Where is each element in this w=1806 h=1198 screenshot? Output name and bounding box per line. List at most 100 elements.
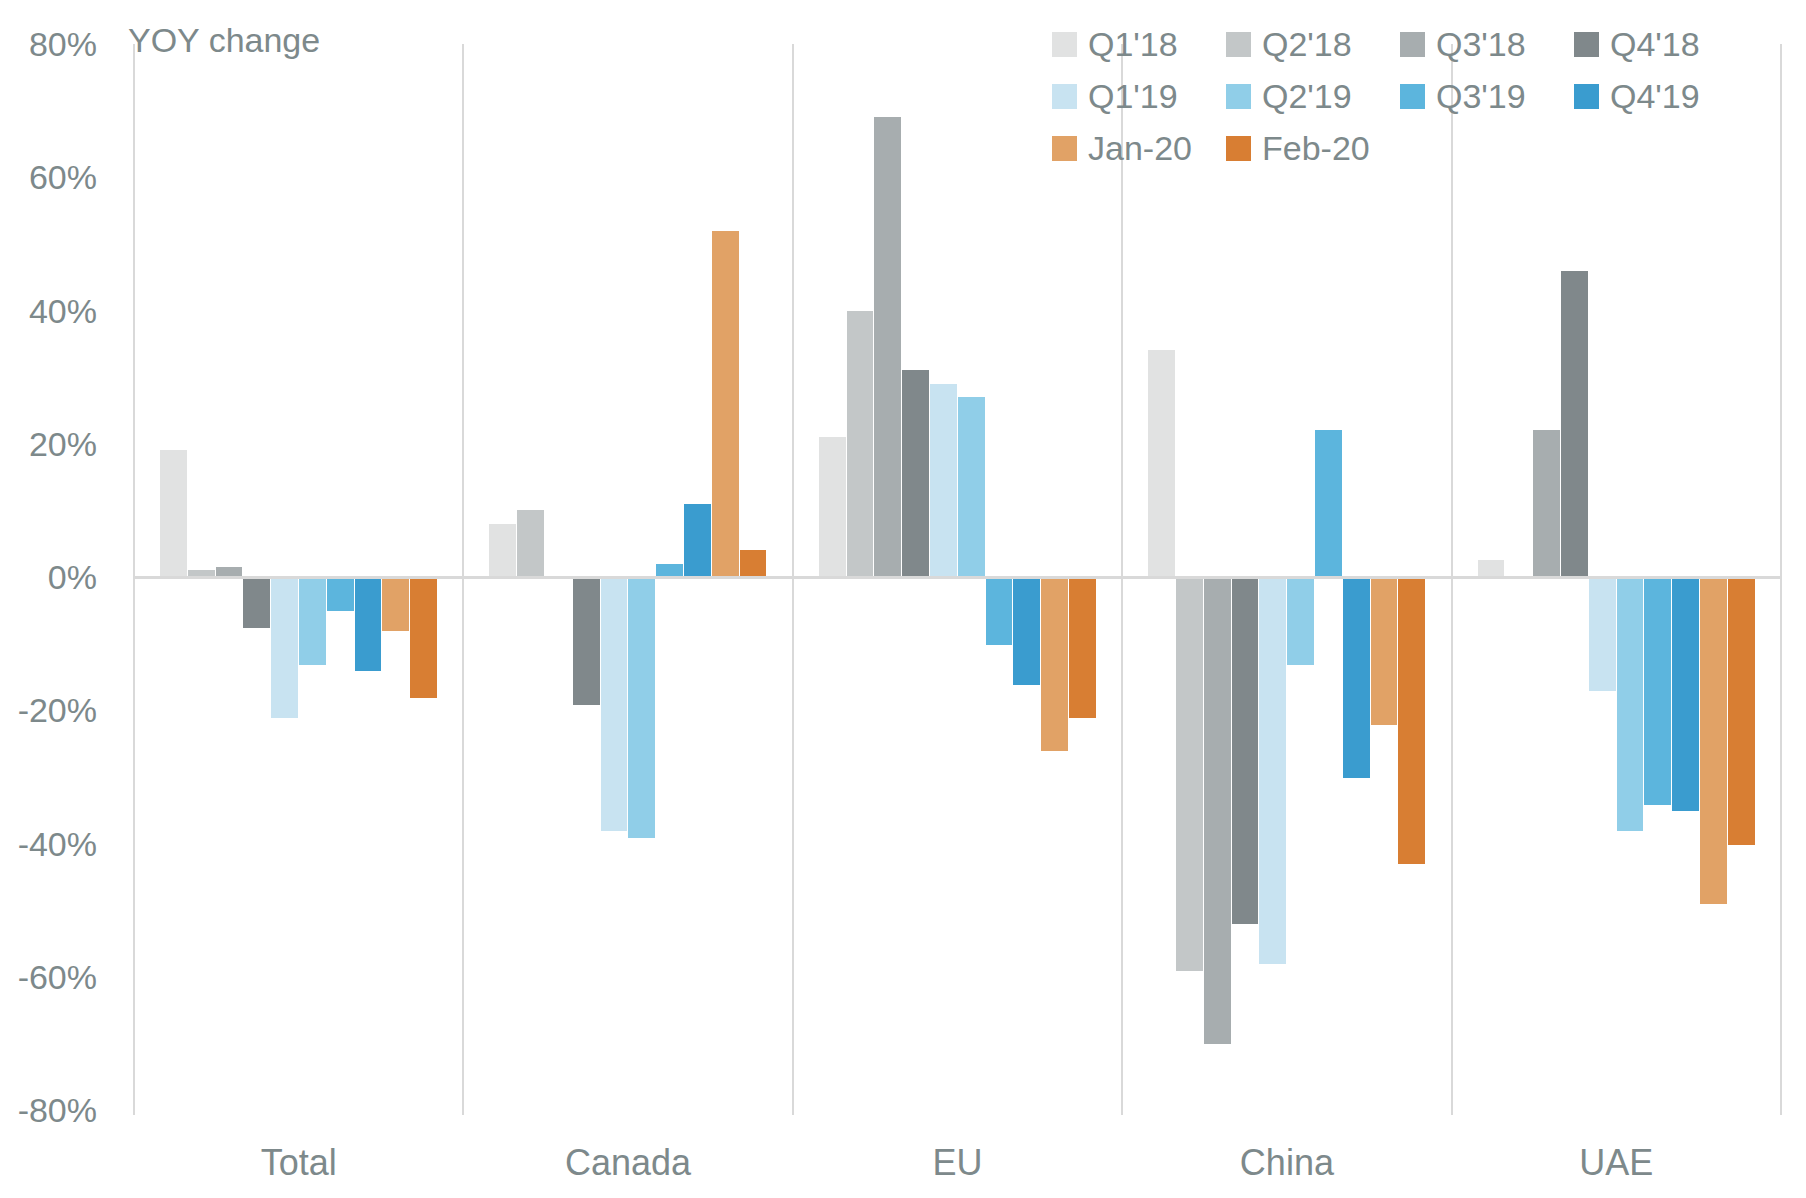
legend-item-Q218: Q2'18 bbox=[1226, 18, 1400, 70]
bar-Q319-canada bbox=[656, 564, 683, 577]
category-label-canada: Canada bbox=[565, 1142, 691, 1184]
y-tick-label-0: 0% bbox=[0, 558, 97, 597]
legend-label: Q4'19 bbox=[1610, 77, 1700, 116]
legend-swatch-icon bbox=[1226, 32, 1251, 57]
bar-Q218-canada bbox=[517, 510, 544, 577]
legend-item-Q419: Q4'19 bbox=[1574, 70, 1748, 122]
bar-Q218-china bbox=[1176, 578, 1203, 971]
legend-label: Q4'18 bbox=[1610, 25, 1700, 64]
legend-item-Q118: Q1'18 bbox=[1052, 18, 1226, 70]
bar-Q219-eu bbox=[958, 397, 985, 577]
bar-Q118-eu bbox=[819, 437, 846, 577]
legend-label: Q1'18 bbox=[1088, 25, 1178, 64]
group-separator-line bbox=[462, 44, 464, 1115]
bar-Q418-uae bbox=[1561, 271, 1588, 577]
bar-Q119-china bbox=[1259, 578, 1286, 964]
legend-swatch-icon bbox=[1574, 32, 1599, 57]
bar-Q118-canada bbox=[489, 524, 516, 577]
category-label-total: Total bbox=[261, 1142, 337, 1184]
y-tick-label-80: 80% bbox=[0, 25, 97, 64]
category-label-eu: EU bbox=[932, 1142, 982, 1184]
bar-Q318-china bbox=[1204, 578, 1231, 1044]
legend-label: Q2'19 bbox=[1262, 77, 1352, 116]
legend-swatch-icon bbox=[1574, 84, 1599, 109]
bar-Q119-total bbox=[271, 578, 298, 718]
bar-Q419-china bbox=[1343, 578, 1370, 778]
bar-Q118-china bbox=[1148, 350, 1175, 577]
y-tick-label-40: 40% bbox=[0, 291, 97, 330]
legend-swatch-icon bbox=[1226, 84, 1251, 109]
legend-swatch-icon bbox=[1052, 32, 1077, 57]
group-separator-line bbox=[1451, 44, 1453, 1115]
bar-Jan-20-uae bbox=[1700, 578, 1727, 904]
category-label-china: China bbox=[1240, 1142, 1334, 1184]
legend-item-Q219: Q2'19 bbox=[1226, 70, 1400, 122]
bar-Q418-eu bbox=[902, 370, 929, 577]
group-separator-line bbox=[1780, 44, 1782, 1115]
category-label-uae: UAE bbox=[1579, 1142, 1653, 1184]
legend-label: Feb-20 bbox=[1262, 129, 1370, 168]
legend-label: Q3'18 bbox=[1436, 25, 1526, 64]
legend-swatch-icon bbox=[1052, 84, 1077, 109]
y-tick-label-60: 60% bbox=[0, 158, 97, 197]
bar-Q418-canada bbox=[573, 578, 600, 705]
legend-item-Q418: Q4'18 bbox=[1574, 18, 1748, 70]
bar-Feb-20-china bbox=[1398, 578, 1425, 864]
bar-Q418-total bbox=[243, 578, 270, 628]
bar-Q119-canada bbox=[601, 578, 628, 831]
bar-Q319-uae bbox=[1644, 578, 1671, 805]
y-tick-label--20: -20% bbox=[0, 691, 97, 730]
bar-Q318-eu bbox=[874, 117, 901, 577]
chart-container: YOY change 80% 60% 40% 20% 0% -20% -40% -60% -80… bbox=[0, 0, 1806, 1198]
bar-Q218-eu bbox=[847, 311, 874, 578]
group-separator-line bbox=[792, 44, 794, 1115]
legend-item-Jan-20: Jan-20 bbox=[1052, 122, 1226, 174]
bar-Q419-canada bbox=[684, 504, 711, 577]
bar-Jan-20-eu bbox=[1041, 578, 1068, 751]
y-tick-label--40: -40% bbox=[0, 824, 97, 863]
bar-Jan-20-total bbox=[382, 578, 409, 631]
bar-Q419-uae bbox=[1672, 578, 1699, 811]
bar-Q118-total bbox=[160, 450, 187, 577]
bar-Feb-20-eu bbox=[1069, 578, 1096, 718]
legend-swatch-icon bbox=[1226, 136, 1251, 161]
bar-Q318-uae bbox=[1533, 430, 1560, 577]
bar-Jan-20-china bbox=[1371, 578, 1398, 725]
bar-Feb-20-uae bbox=[1728, 578, 1755, 845]
bar-Jan-20-canada bbox=[712, 231, 739, 577]
bar-Q319-eu bbox=[986, 578, 1013, 645]
y-tick-label--80: -80% bbox=[0, 1091, 97, 1130]
y-tick-label-20: 20% bbox=[0, 424, 97, 463]
bar-Q219-canada bbox=[628, 578, 655, 838]
group-separator-line bbox=[1121, 44, 1123, 1115]
group-separator-line bbox=[133, 44, 135, 1115]
legend-item-Q119: Q1'19 bbox=[1052, 70, 1226, 122]
y-axis-title: YOY change bbox=[128, 21, 320, 60]
legend-item-Feb-20: Feb-20 bbox=[1226, 122, 1400, 174]
bar-Q219-total bbox=[299, 578, 326, 665]
bar-Q418-china bbox=[1232, 578, 1259, 924]
zero-axis-line bbox=[134, 576, 1781, 579]
legend-swatch-icon bbox=[1400, 32, 1425, 57]
bar-Q118-uae bbox=[1478, 560, 1505, 577]
legend-label: Jan-20 bbox=[1088, 129, 1192, 168]
bar-Q219-china bbox=[1287, 578, 1314, 665]
bar-Q419-eu bbox=[1013, 578, 1040, 685]
legend-swatch-icon bbox=[1052, 136, 1077, 161]
legend-item-Q319: Q3'19 bbox=[1400, 70, 1574, 122]
bar-Q419-total bbox=[355, 578, 382, 671]
legend-swatch-icon bbox=[1400, 84, 1425, 109]
bar-Feb-20-total bbox=[410, 578, 437, 698]
bar-Feb-20-canada bbox=[740, 550, 767, 577]
legend-label: Q2'18 bbox=[1262, 25, 1352, 64]
bar-Q219-uae bbox=[1617, 578, 1644, 831]
bar-Q319-total bbox=[327, 578, 354, 611]
legend: Q1'18 Q2'18 Q3'18 Q4'18 Q1'19 Q2'19 Q3'19 Q4'19… bbox=[1052, 18, 1748, 174]
y-tick-label--60: -60% bbox=[0, 957, 97, 996]
bar-Q119-eu bbox=[930, 384, 957, 577]
legend-item-Q318: Q3'18 bbox=[1400, 18, 1574, 70]
legend-label: Q1'19 bbox=[1088, 77, 1178, 116]
legend-label: Q3'19 bbox=[1436, 77, 1526, 116]
bar-Q119-uae bbox=[1589, 578, 1616, 691]
bar-Q319-china bbox=[1315, 430, 1342, 577]
